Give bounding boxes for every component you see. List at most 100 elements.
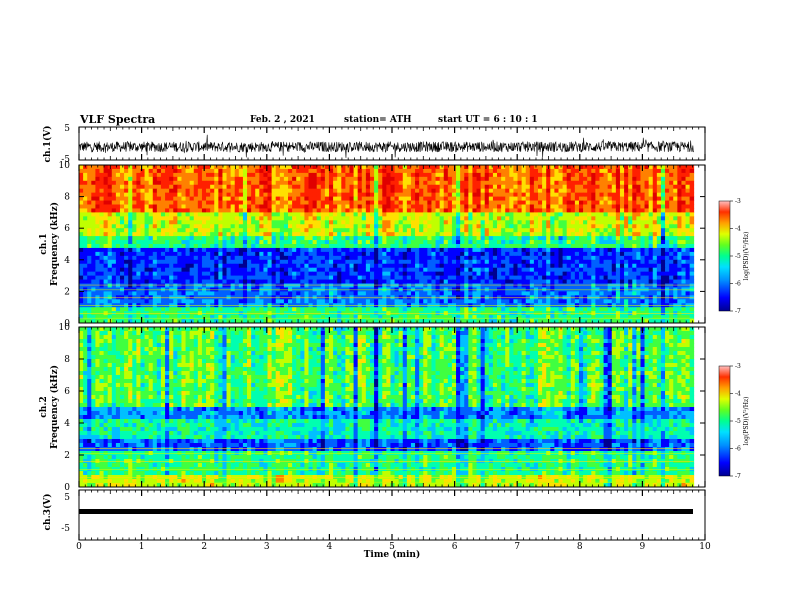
spectrogram-cell [124,212,129,217]
spectrogram-cell [439,204,445,209]
spectrogram-cell [255,172,260,178]
spectrogram-cell [648,192,654,197]
spectrogram-cell [451,279,457,284]
spectrogram-cell [230,279,236,284]
spectrogram-cell [447,192,453,197]
spectrogram-cell [169,236,174,241]
spectrogram-cell [267,172,273,178]
spectrogram-cell [259,224,264,229]
spectrogram-cell [374,212,379,217]
spectrogram-cell [349,259,354,265]
spectrogram-cell [509,224,514,229]
spectrogram-cell [115,271,121,276]
spectrogram-cell [562,228,568,233]
spectrogram-cell [521,232,527,237]
spectrogram-cell [636,291,641,296]
spectrogram-cell [476,232,482,237]
spectrogram-cell [415,184,420,190]
spectrogram-cell [591,224,596,229]
spectrogram-cell [488,212,494,217]
spectrogram-cell [283,255,289,261]
spectrogram-cell [439,172,445,178]
spectrogram-cell [222,267,227,273]
spectrogram-cell [476,244,482,249]
spectrogram-cell [681,216,686,221]
spectrogram-cell [406,247,412,253]
spectrogram-cell [279,263,285,269]
spectrogram-cell [468,240,473,245]
spectrogram-cell [132,180,137,186]
spectrogram-cell [640,200,645,205]
spectrogram-cell [570,192,576,197]
spectrogram-cell [365,192,371,197]
spectrogram-cell [521,184,527,190]
spectrogram-cell [415,267,420,273]
spectrogram-cell [566,236,572,241]
spectrogram-cell [419,244,424,249]
spectrogram-cell [181,244,186,249]
spectrogram-cell [193,224,199,229]
spectrogram-cell [599,232,604,237]
spectrogram-cell [304,275,309,280]
spectrogram-cell [214,196,219,201]
spectrogram-cell [423,255,428,261]
spectrogram-cell [316,204,322,209]
spectrogram-cell [673,259,678,265]
spectrogram-cell [333,208,338,213]
spectrogram-cell [357,220,363,225]
spectrogram-cell [636,180,641,186]
spectrogram-cell [431,275,436,280]
spectrogram-cell [656,232,662,237]
spectrogram-cell [386,236,391,241]
spectrogram-cell [152,247,158,253]
spectrogram-cell [210,247,215,253]
spectrogram-cell [87,180,92,186]
spectrogram-cell [505,212,510,217]
spectrogram-cell [427,212,432,217]
spectrogram-cell [619,236,625,241]
spectrogram-cell [115,259,121,265]
spectrogram-cell [415,291,420,296]
spectrogram-cell [99,267,104,273]
spectrogram-cell [267,244,273,249]
spectrogram-cell [238,259,244,265]
spectrogram-cell [230,184,236,190]
spectrogram-cell [312,283,318,288]
spectrogram-cell [320,291,326,296]
spectrogram-cell [242,165,248,170]
spectrogram-cell [316,224,322,229]
spectrogram-cell [247,180,252,186]
spectrogram-cell [316,200,322,205]
spectrogram-cell [656,259,662,265]
spectrogram-cell [611,220,617,225]
spectrogram-cell [480,216,486,221]
spectrogram-cell [214,172,219,178]
spectrogram-cell [460,291,465,296]
spectrogram-cell [218,228,223,233]
spectrogram-cell [398,220,404,225]
spectrogram-cell [390,279,395,284]
spectrogram-cell [578,180,584,186]
spectrogram-cell [492,196,498,201]
spectrogram-cell [505,267,510,273]
spectrogram-cell [566,196,572,201]
spectrogram-cell [468,224,473,229]
spectrogram-cell [439,184,445,190]
spectrogram-cell [415,212,420,217]
spectrogram-cell [595,180,600,186]
spectrogram-cell [316,172,322,178]
spectrogram-cell [140,263,145,269]
spectrogram-cell [103,188,109,194]
spectrogram-cell [615,271,621,276]
spectrogram-cell [472,236,477,241]
spectrogram-cell [390,184,395,190]
spectrogram-cell [288,259,293,265]
spectrogram-cell [292,216,297,221]
spectrogram-cell [308,184,313,190]
spectrogram-cell [591,208,596,213]
spectrogram-cell [632,244,637,249]
spectrogram-cell [513,267,518,273]
spectrogram-cell [607,236,613,241]
spectrogram-cell [685,180,691,186]
spectrogram-cell [689,172,695,178]
